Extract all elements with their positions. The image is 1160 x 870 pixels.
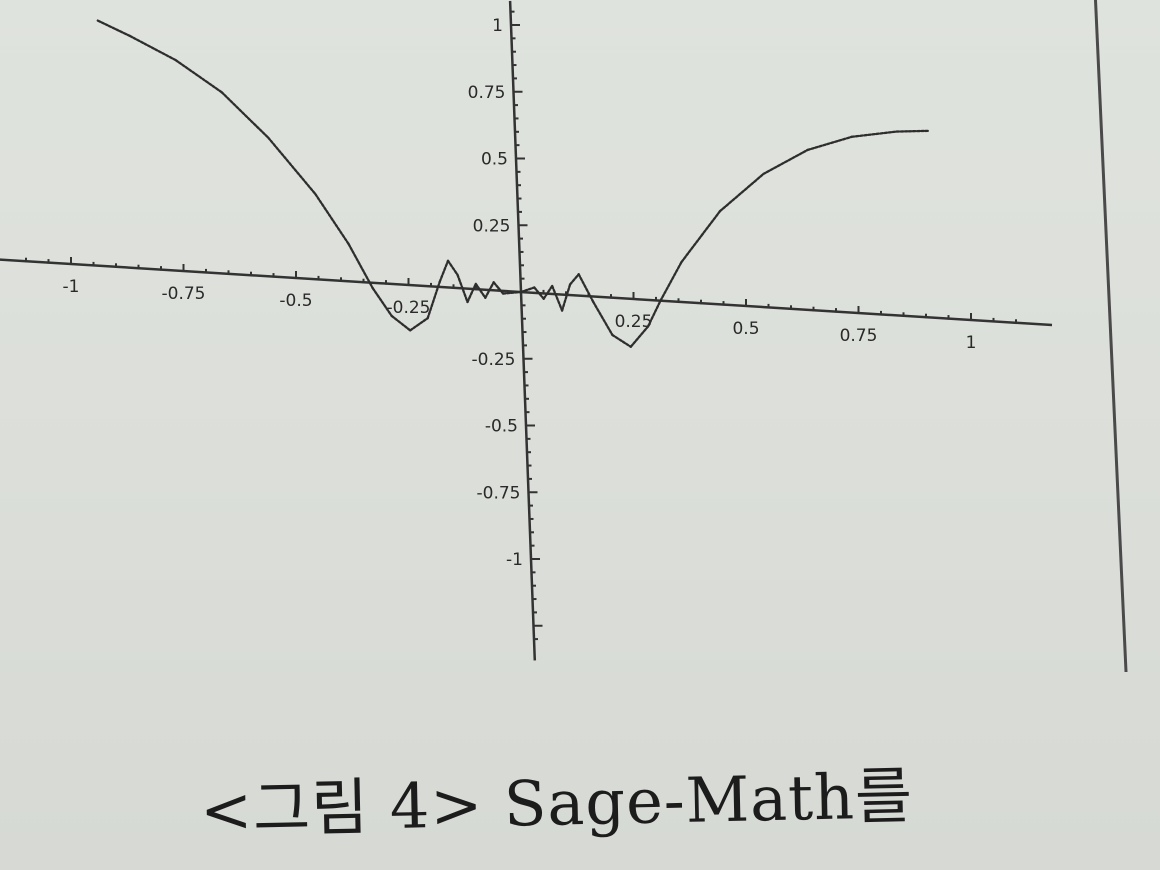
x-tick-label: 0.75	[840, 326, 878, 346]
curve-segment	[474, 282, 487, 299]
x-tick-label: -0.5	[279, 291, 312, 311]
y-tick-label: -0.75	[477, 483, 521, 503]
curve-segment	[128, 34, 177, 62]
y-tick-label: -0.25	[472, 350, 516, 370]
x-tick-label: 0.5	[732, 319, 759, 339]
curve-segment	[456, 273, 469, 304]
curve-segment	[220, 91, 270, 139]
curve-segment	[347, 242, 374, 290]
curve-segment	[466, 282, 477, 304]
curve-segment	[646, 299, 662, 328]
curve-segment	[611, 333, 632, 348]
curve-segment	[492, 281, 505, 295]
curve-segment	[542, 284, 554, 300]
curve-segment	[850, 130, 898, 138]
x-axis	[0, 258, 1053, 327]
y-tick-label: -1	[506, 550, 523, 570]
curve-segment	[551, 284, 564, 312]
y-tick-label: 0.25	[473, 216, 511, 236]
curve-segment	[371, 286, 393, 318]
curve-segment	[426, 280, 441, 320]
y-tick-label: 0.75	[468, 83, 506, 103]
curve-segment	[895, 129, 930, 133]
curve-segment	[533, 286, 545, 300]
curve-segment	[560, 283, 572, 312]
curve	[96, 19, 930, 348]
curve-segment	[577, 273, 595, 303]
curve-segment	[659, 260, 683, 302]
curve-segment	[446, 259, 459, 276]
curve-segment	[806, 135, 854, 152]
curve-segment	[680, 209, 722, 264]
axes	[0, 0, 1053, 661]
curve-segment	[629, 325, 650, 348]
x-tick-label: 0.25	[615, 312, 653, 332]
x-tick-label: 1	[966, 333, 977, 353]
curve-segment	[484, 281, 495, 299]
ticks: -1 -0.75 -0.5 -0.25 0.25 0.5 0.75 1 1 0.75 0.5 0.25…	[25, 10, 1017, 641]
x-tick-label: -1	[63, 277, 80, 297]
curve-segment	[267, 136, 317, 196]
y-tick-label: 1	[492, 16, 503, 36]
curve-segment	[762, 148, 809, 176]
x-tick-label: -0.75	[162, 284, 206, 304]
curve-segment	[718, 172, 765, 213]
y-tick-label: 0.5	[481, 150, 508, 170]
y-axis	[508, 0, 537, 661]
curve-segment	[592, 300, 614, 337]
curve-segment	[568, 273, 580, 286]
curve-segment	[390, 314, 412, 332]
curve-segment	[409, 317, 429, 332]
curve-segment	[438, 259, 450, 283]
curve-segment	[174, 58, 223, 94]
curve-segment	[519, 286, 536, 294]
curve-segment	[314, 192, 350, 246]
curve-segment	[96, 19, 131, 38]
x-tick-label: -0.25	[387, 298, 431, 318]
curve-segment	[501, 290, 523, 295]
y-tick-label: -0.5	[485, 417, 518, 437]
